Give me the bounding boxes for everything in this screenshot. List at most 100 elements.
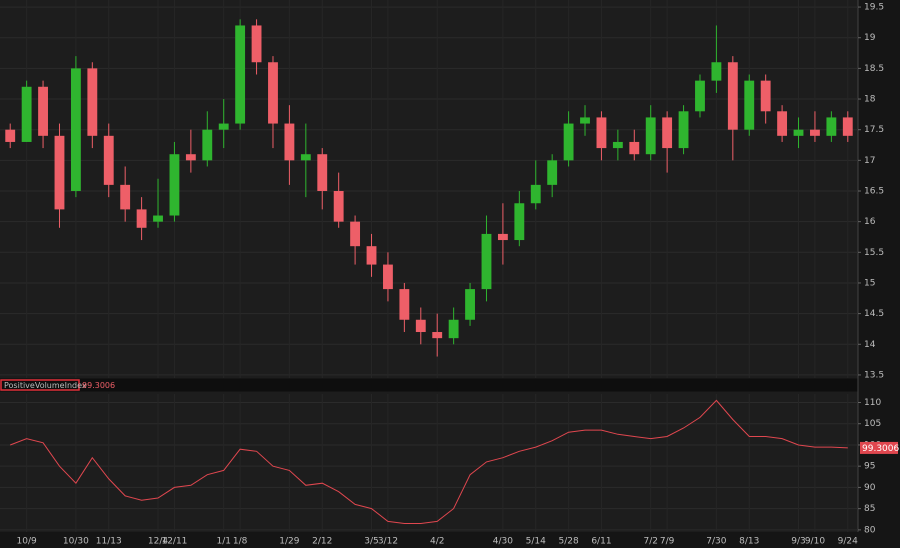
candle-body — [793, 129, 804, 136]
x-tick-label: 8/13 — [739, 537, 759, 547]
candle-body — [383, 264, 393, 290]
y-tick-label: 18 — [864, 95, 876, 105]
candle-body — [645, 117, 656, 155]
candle-body — [612, 141, 623, 149]
candle-body — [153, 215, 163, 222]
candle-body — [120, 184, 131, 210]
candle-body — [202, 129, 213, 161]
indicator-current-value: 99.3006 — [82, 381, 115, 390]
candle-body — [514, 203, 525, 241]
y-tick-label: 17.5 — [864, 125, 884, 135]
candle-body — [810, 129, 820, 136]
x-tick-label: 12/4 — [148, 537, 168, 547]
candle-body — [333, 191, 344, 222]
candle-body — [662, 117, 673, 149]
candle-body — [711, 62, 722, 81]
y-tick-label: 14.5 — [864, 309, 884, 319]
candle-body — [350, 221, 361, 247]
last-value-tag — [860, 441, 898, 454]
candle-body — [268, 62, 278, 124]
y-tick-label: 110 — [864, 398, 881, 408]
x-tick-label: 5/28 — [558, 537, 578, 547]
y-tick-label: 15.5 — [864, 248, 884, 258]
candle-body — [235, 25, 246, 124]
y-tick-label: 90 — [864, 483, 876, 493]
x-tick-label: 9/10 — [805, 537, 825, 547]
x-tick-label: 5/14 — [526, 537, 546, 547]
candle-body — [629, 141, 640, 155]
candle-body — [185, 154, 196, 161]
x-tick-label: 4/2 — [430, 537, 444, 547]
x-tick-label: 6/11 — [591, 537, 611, 547]
candle-body — [38, 86, 48, 136]
x-tick-label: 1/29 — [279, 537, 299, 547]
indicator-name: PositiveVolumeIndex — [4, 381, 87, 390]
last-value-label: 99.3006 — [862, 444, 899, 454]
candle-body — [777, 111, 788, 136]
y-tick-label: 15 — [864, 278, 875, 288]
x-tick-label: 9/3 — [791, 537, 805, 547]
candle-body — [415, 319, 426, 333]
candle-body — [432, 332, 443, 339]
y-tick-label: 19.5 — [864, 3, 884, 13]
y-tick-label: 13.5 — [864, 370, 884, 380]
indicator-panel — [0, 392, 858, 532]
y-tick-label: 95 — [864, 462, 875, 472]
x-tick-label: 12/11 — [161, 537, 187, 547]
candle-body — [103, 135, 114, 185]
y-tick-label: 17 — [864, 156, 875, 166]
candle-body — [169, 154, 180, 216]
candle-body — [695, 80, 705, 112]
candle-body — [760, 80, 771, 112]
x-tick-label: 7/30 — [706, 537, 726, 547]
candle-body — [727, 62, 738, 130]
x-tick-label: 10/9 — [17, 537, 37, 547]
candle-body — [826, 117, 837, 136]
x-tick-label: 1/1 — [216, 537, 230, 547]
candle-body — [481, 233, 492, 290]
indicator-line — [10, 399, 848, 524]
candle-body — [136, 209, 147, 228]
x-tick-label: 11/13 — [96, 537, 122, 547]
candle-body — [284, 123, 295, 161]
candle-body — [678, 111, 689, 149]
candle-body — [251, 25, 262, 63]
candle-body — [465, 289, 475, 320]
x-tick-label: 4/30 — [493, 537, 513, 547]
candle-body — [87, 68, 98, 136]
candle-body — [218, 123, 229, 130]
x-tick-label: 7/9 — [660, 537, 675, 547]
indicator-name-box[interactable] — [0, 379, 80, 391]
candle-body — [54, 135, 65, 210]
candle-body — [448, 319, 459, 339]
candle-body — [5, 129, 16, 142]
candle-body — [366, 246, 377, 265]
candle-body — [399, 289, 410, 320]
y-tick-label: 85 — [864, 504, 875, 514]
x-tick-label: 3/5 — [364, 537, 378, 547]
x-tick-label: 10/30 — [63, 537, 89, 547]
candle-body — [317, 154, 328, 191]
indicator-header — [0, 379, 858, 391]
candle-body — [70, 68, 81, 191]
y-tick-label: 16.5 — [864, 187, 884, 197]
candle-body — [530, 184, 541, 204]
y-tick-label: 18.5 — [864, 64, 884, 74]
candle-body — [580, 117, 590, 124]
y-tick-label: 16 — [864, 217, 876, 227]
x-tick-label: 2/12 — [312, 537, 332, 547]
candle-body — [596, 117, 607, 149]
x-tick-label: 7/2 — [643, 537, 657, 547]
candle-body — [842, 117, 853, 136]
candle-body — [563, 123, 574, 161]
x-tick-label: 3/12 — [378, 537, 398, 547]
candle-body — [300, 154, 311, 161]
candle-body — [744, 80, 755, 130]
y-tick-label: 19 — [864, 33, 876, 43]
candle-body — [497, 233, 508, 241]
x-tick-label: 9/24 — [838, 537, 858, 547]
y-tick-label: 14 — [864, 340, 876, 350]
y-tick-label: 105 — [864, 419, 881, 429]
x-tick-label: 1/8 — [233, 537, 248, 547]
